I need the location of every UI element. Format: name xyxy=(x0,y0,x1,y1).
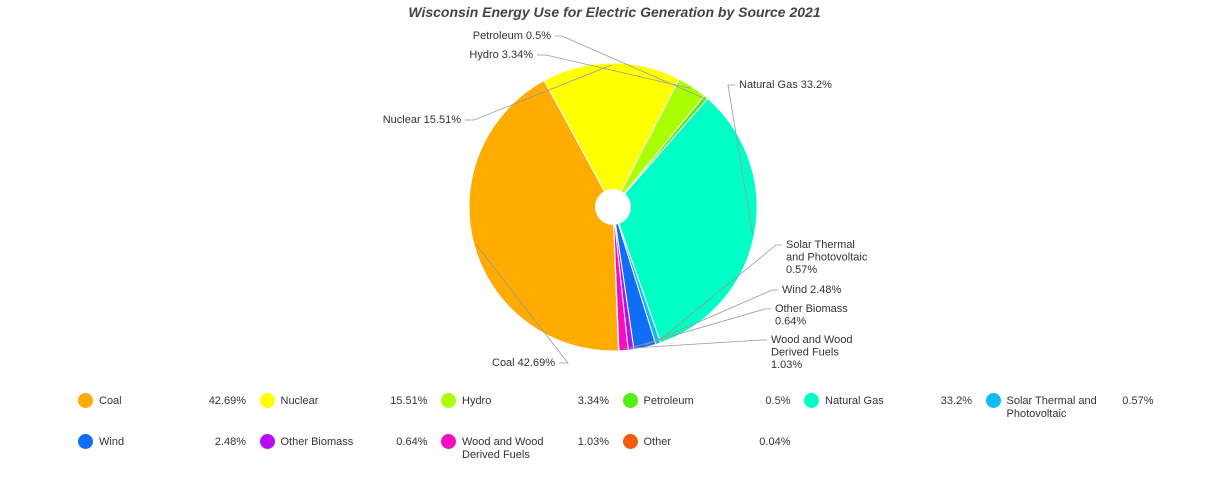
legend-value: 0.5% xyxy=(765,395,791,407)
legend-label: Nuclear xyxy=(280,395,319,407)
slice-label-coal: Coal 42.69% xyxy=(492,357,555,369)
legend-label: Wood and Wood Derived Fuels xyxy=(462,436,544,461)
legend-item-wood-and-wood-derived-fuels[interactable]: Wood and Wood Derived Fuels 1.03% xyxy=(441,431,621,461)
legend-item-other-biomass[interactable]: Other Biomass 0.64% xyxy=(259,431,440,461)
legend-label: Hydro xyxy=(462,395,492,407)
legend-label: Coal xyxy=(99,395,122,407)
pie-center-hole xyxy=(595,189,631,225)
legend-label: Solar Thermal and Photovoltaic xyxy=(1006,395,1097,420)
slice-label-nuclear: Nuclear 15.51% xyxy=(383,114,461,126)
legend-item-other[interactable]: Other 0.04% xyxy=(622,431,803,461)
legend-swatch xyxy=(259,434,275,449)
legend-item-solar-thermal-and-photovoltaic[interactable]: Solar Thermal and Photovoltaic 0.57% xyxy=(985,390,1166,420)
slice-label-solar-thermal-and-photovoltaic: Solar Thermal and Photovoltaic 0.57% xyxy=(786,239,868,276)
connector-natural-gas xyxy=(727,84,753,234)
legend-label: Wind xyxy=(99,436,125,448)
legend-swatch xyxy=(78,434,93,449)
legend-swatch xyxy=(622,434,638,449)
slice-label-other-biomass: Other Biomass 0.64% xyxy=(775,303,848,328)
legend-swatch xyxy=(441,434,456,449)
legend-item-petroleum[interactable]: Petroleum 0.5% xyxy=(622,390,803,420)
pie-slice-other[interactable] xyxy=(612,206,620,352)
legend-item-nuclear[interactable]: Nuclear 15.51% xyxy=(259,390,440,420)
legend-value: 42.69% xyxy=(208,395,246,407)
pie-slice-nuclear[interactable] xyxy=(543,62,680,209)
legend-value: 0.57% xyxy=(1122,395,1154,407)
legend-value: 3.34% xyxy=(577,395,609,407)
connector-coal xyxy=(475,244,569,364)
connector-solar-thermal-and-photovoltaic xyxy=(657,244,782,343)
slice-label-hydro: Hydro 3.34% xyxy=(469,49,533,61)
connector-wind xyxy=(644,289,778,346)
slice-label-natural-gas: Natural Gas 33.2% xyxy=(739,79,832,91)
connector-hydro xyxy=(537,54,692,89)
legend-item-hydro[interactable]: Hydro 3.34% xyxy=(441,390,621,420)
legend-label: Natural Gas xyxy=(825,395,884,407)
chart-title: Wisconsin Energy Use for Electric Genera… xyxy=(408,4,821,20)
connector-petroleum xyxy=(555,35,705,99)
legend-value: 33.2% xyxy=(940,395,972,407)
legend-swatch xyxy=(985,393,1001,408)
connector-other-biomass xyxy=(630,308,771,349)
legend-label: Other xyxy=(643,436,672,448)
connector-nuclear xyxy=(465,64,612,121)
slice-label-wood-and-wood-derived-fuels: Wood and Wood Derived Fuels 1.03% xyxy=(771,334,853,371)
legend-label: Petroleum xyxy=(643,395,694,407)
legend-item-coal[interactable]: Coal 42.69% xyxy=(78,390,258,420)
legend-swatch xyxy=(259,393,275,408)
legend-value: 15.51% xyxy=(390,395,428,407)
connector-wood-and-wood-derived-fuels xyxy=(623,339,767,349)
legend-swatch xyxy=(78,393,93,408)
legend-value: 2.48% xyxy=(214,436,246,448)
slice-label-wind: Wind 2.48% xyxy=(782,284,842,296)
legend-item-wind[interactable]: Wind 2.48% xyxy=(78,431,258,461)
legend-value: 0.64% xyxy=(396,436,428,448)
legend-swatch xyxy=(441,393,456,408)
slice-label-petroleum: Petroleum 0.5% xyxy=(473,30,551,42)
legend-value: 0.04% xyxy=(759,436,791,448)
legend-swatch xyxy=(804,393,819,408)
legend-value: 1.03% xyxy=(577,436,609,448)
legend-item-natural-gas[interactable]: Natural Gas 33.2% xyxy=(804,390,984,420)
legend-label: Other Biomass xyxy=(280,436,354,448)
legend-swatch xyxy=(622,393,638,408)
pie-slice-natural-gas[interactable] xyxy=(612,97,758,344)
